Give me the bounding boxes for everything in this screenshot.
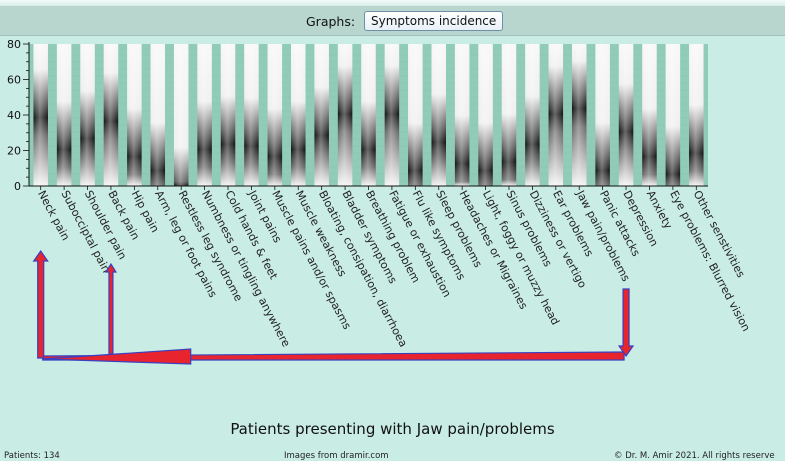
bar-sheen-14: [361, 44, 376, 186]
bar-sheen-18: [454, 44, 470, 186]
patients-count: Patients: 134: [4, 451, 60, 461]
bar-sheen-23: [571, 44, 587, 186]
bar-sheen-10: [267, 44, 283, 186]
bar-sheen-12: [314, 44, 329, 186]
bar-sheen-24: [595, 44, 610, 186]
y-tick-label: 80: [7, 38, 21, 51]
bar-sheen-3: [103, 44, 119, 186]
bar-sheen-1: [56, 44, 72, 186]
bar-sheen-27: [665, 44, 681, 186]
chart-title: Patients presenting with Jaw pain/proble…: [230, 420, 555, 438]
bar-sheen-0: [33, 44, 48, 186]
bar-sheen-13: [337, 44, 353, 186]
bar-sheen-20: [501, 44, 517, 186]
arrow-up-back-pain: [104, 262, 118, 355]
y-tick-label: 60: [7, 74, 21, 87]
bar-sheen-22: [548, 44, 564, 186]
bar-sheen-7: [197, 44, 212, 186]
graphs-label: Graphs:: [306, 14, 356, 29]
bar-sheen-19: [478, 44, 493, 186]
bar-sheen-15: [384, 44, 400, 186]
bar-sheen-4: [127, 44, 142, 186]
bar-sheen-21: [525, 44, 540, 186]
bar-sheen-26: [642, 44, 657, 186]
bar-sheen-16: [408, 44, 423, 186]
arrow-horizontal-head: [42, 348, 192, 365]
arrow-down-depression: [617, 288, 635, 358]
bar-sheen-6: [173, 44, 189, 186]
annotation-arrows: [32, 249, 635, 365]
y-tick-label: 0: [14, 180, 21, 193]
bar-sheen-11: [291, 44, 306, 186]
window-top-strip: [0, 0, 785, 7]
bar-sheen-25: [618, 44, 634, 186]
bar-sheen-8: [220, 44, 236, 186]
y-tick-label: 40: [7, 109, 21, 122]
copyright-notice: © Dr. M. Amir 2021. All rights reserve: [614, 451, 775, 461]
bar-sheen-5: [150, 44, 166, 186]
bar-sheen-28: [689, 44, 704, 186]
bar-sheen-9: [244, 44, 259, 186]
arrow-up-neck-pain: [32, 249, 49, 359]
images-credit: Images from dramir.com: [284, 451, 389, 461]
bar-sheen-17: [431, 44, 446, 186]
bar-sheen-2: [80, 44, 95, 186]
y-tick-label: 20: [7, 145, 21, 158]
graph-type-button[interactable]: Symptoms incidence: [364, 11, 504, 31]
